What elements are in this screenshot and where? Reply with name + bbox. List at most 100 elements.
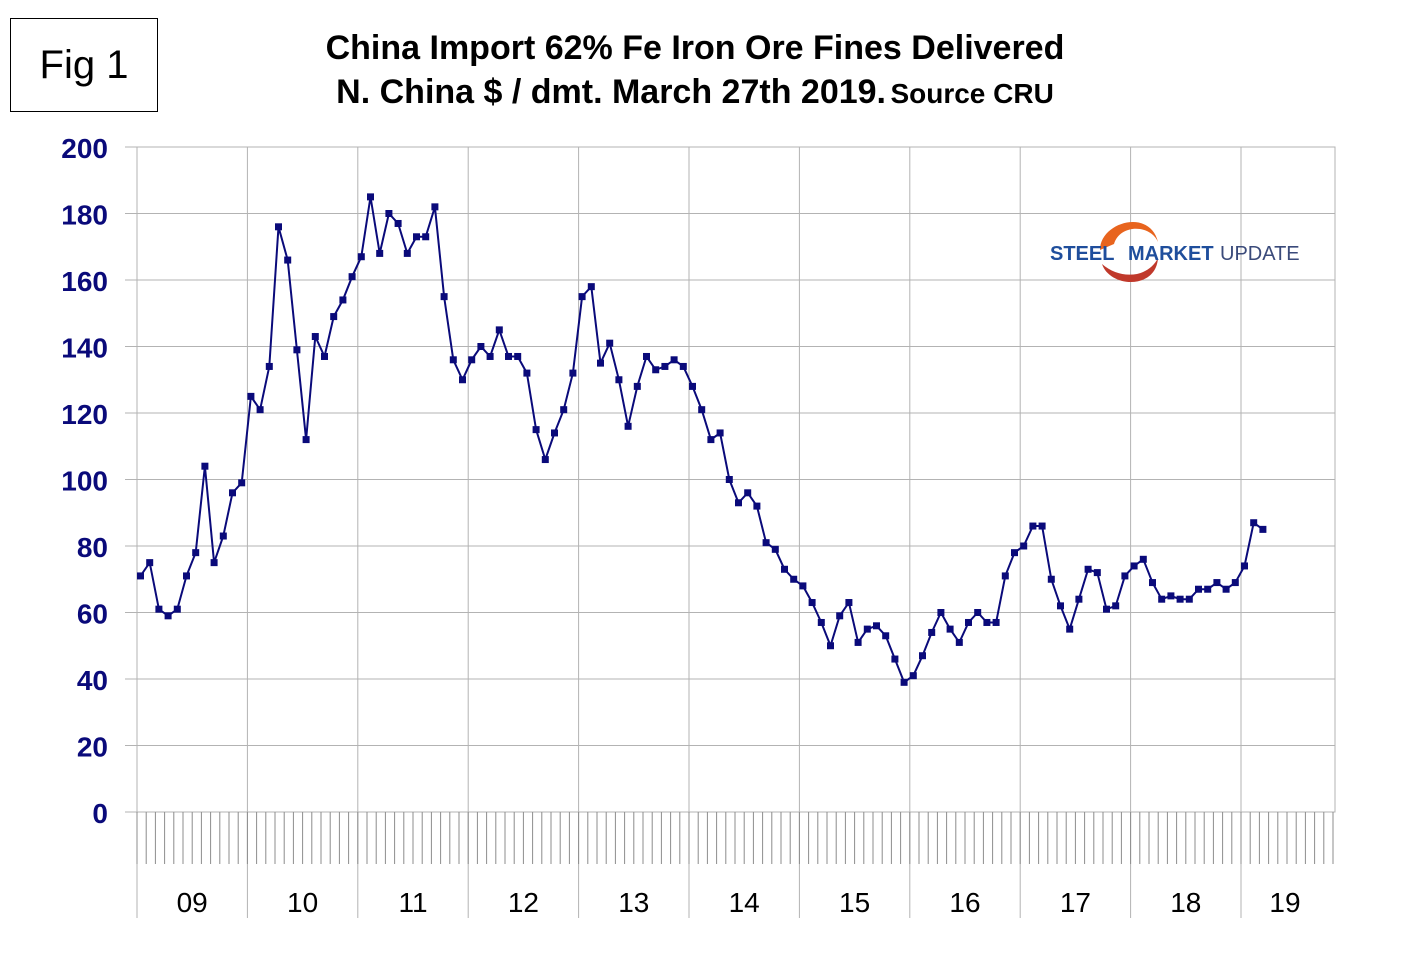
data-point (1084, 565, 1092, 573)
x-year-label: 11 (398, 887, 427, 918)
axis-layer: 0 20 40 60 80 100 120 140 160 180 200 09 10 11 12 13 14 1… (61, 133, 1334, 918)
data-point (771, 545, 779, 553)
data-point (330, 313, 338, 321)
data-point (735, 499, 742, 507)
title-line-1: China Import 62% Fe Iron Ore Fines Deliv… (325, 29, 1065, 67)
x-year-label: 15 (839, 887, 870, 918)
x-year-label: 14 (729, 887, 760, 918)
data-point (284, 256, 292, 264)
data-point (937, 609, 945, 616)
data-point (845, 599, 853, 607)
data-point (348, 273, 356, 281)
title-line-2: N. China $ / dmt. March 27th 2019. (336, 73, 886, 111)
data-point (1011, 549, 1018, 557)
data-point (137, 572, 144, 580)
y-tick-label: 100 (61, 466, 108, 497)
data-point (1185, 595, 1193, 603)
figure-label: Fig 1 (10, 18, 158, 112)
data-point (385, 210, 393, 217)
data-point (606, 339, 614, 347)
data-point (1149, 579, 1156, 587)
data-point (1204, 585, 1212, 593)
data-point (707, 436, 715, 444)
data-point (1158, 595, 1166, 603)
y-tick-label: 0 (92, 798, 108, 829)
y-tick-label: 80 (77, 532, 108, 563)
data-point (1241, 562, 1248, 570)
x-year-label: 10 (287, 887, 318, 918)
data-point (863, 625, 871, 633)
data-point (1259, 525, 1267, 533)
data-point (311, 333, 319, 341)
data-point (413, 233, 420, 241)
data-point (1176, 595, 1184, 603)
data-point (661, 362, 669, 370)
data-point (173, 605, 181, 613)
data-point (541, 456, 549, 464)
data-point (275, 223, 282, 231)
data-point (210, 559, 218, 567)
y-tick-label: 200 (61, 133, 108, 164)
data-point (873, 622, 880, 630)
data-point (762, 539, 770, 547)
data-point (909, 672, 917, 680)
logo-swoosh-lower-icon (1102, 258, 1158, 283)
data-point (817, 618, 825, 626)
data-point (229, 489, 236, 497)
data-point (183, 572, 190, 580)
data-point (265, 362, 273, 370)
data-point (302, 436, 310, 444)
data-point (1139, 555, 1147, 563)
data-point (1222, 585, 1230, 593)
data-point (422, 233, 430, 241)
data-point (1112, 602, 1120, 610)
data-point (643, 352, 650, 360)
x-year-label: 16 (949, 887, 980, 918)
data-point (357, 253, 365, 261)
data-point (551, 429, 558, 437)
data-point (477, 343, 485, 350)
data-point (652, 366, 660, 374)
data-point (321, 352, 328, 360)
data-point (201, 462, 209, 470)
y-tick-label: 180 (61, 200, 108, 231)
data-point (689, 382, 696, 390)
data-point (1020, 542, 1028, 550)
logo-word-steel: STEEL (1050, 243, 1114, 265)
data-point (468, 356, 476, 364)
data-point (238, 479, 246, 487)
data-point (578, 293, 586, 301)
data-point (532, 426, 540, 434)
data-point (1001, 572, 1009, 580)
data-point (1075, 595, 1083, 603)
data-point (1047, 575, 1055, 583)
data-point (615, 376, 623, 384)
data-point (1130, 562, 1138, 570)
data-point (459, 376, 466, 384)
logo-word-market: MARKET (1128, 243, 1214, 265)
data-point (716, 429, 724, 437)
data-point (753, 502, 761, 510)
data-point (790, 575, 798, 583)
data-point (523, 369, 531, 377)
data-point (256, 406, 264, 414)
x-year-label: 18 (1170, 887, 1201, 918)
data-point (192, 549, 200, 557)
data-point (919, 652, 926, 660)
y-tick-label: 60 (77, 599, 108, 630)
data-point (679, 362, 687, 370)
data-point (155, 605, 163, 613)
data-point (247, 392, 255, 400)
data-point (1121, 572, 1129, 580)
data-point (1213, 579, 1221, 587)
data-point (1029, 522, 1037, 530)
data-point (597, 359, 604, 367)
data-point (781, 565, 788, 573)
data-point (339, 296, 347, 304)
x-year-label: 09 (177, 887, 208, 918)
data-point (1103, 605, 1110, 613)
data-point (698, 406, 706, 414)
data-point (146, 559, 154, 567)
data-point (1231, 579, 1239, 587)
